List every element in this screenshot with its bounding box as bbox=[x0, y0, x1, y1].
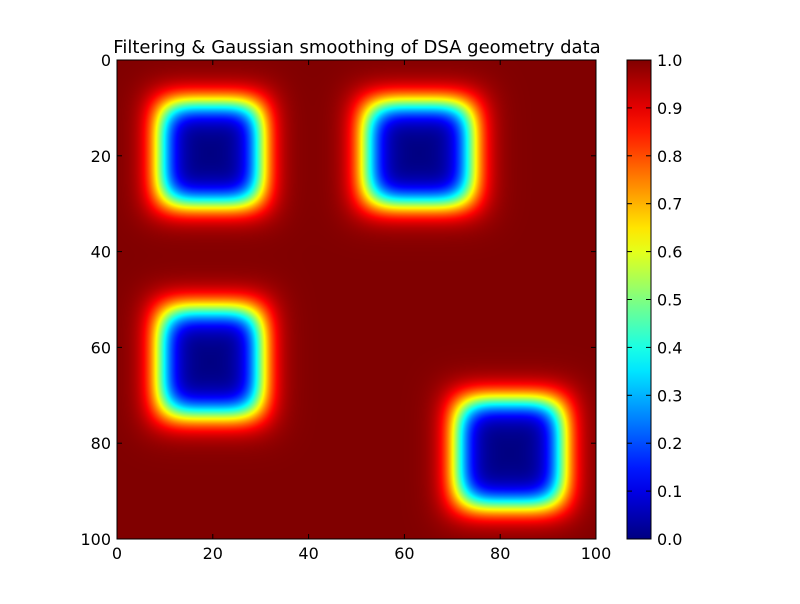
colorbar-tick-label: 0.7 bbox=[657, 195, 682, 214]
colorbar-tick-label: 0.8 bbox=[657, 147, 682, 166]
x-tick-label: 100 bbox=[581, 544, 612, 563]
y-tick-label: 40 bbox=[91, 243, 111, 262]
colorbar: 0.0 0.1 0.2 0.3 0.4 0.5 0.6 0.7 0.8 0.9 1.0 bbox=[626, 51, 682, 549]
colorbar-tick-label: 0.6 bbox=[657, 243, 682, 262]
heatmap-image bbox=[117, 60, 596, 539]
colorbar-tick-label: 0.4 bbox=[657, 338, 682, 357]
colorbar-tick-label: 0.9 bbox=[657, 99, 682, 118]
y-tick-label: 20 bbox=[91, 147, 111, 166]
heatmap-area bbox=[117, 60, 596, 539]
y-tick-label: 100 bbox=[80, 530, 111, 549]
y-tick-label: 0 bbox=[101, 51, 111, 70]
x-tick-label: 80 bbox=[490, 544, 510, 563]
y-axis: 0 20 40 60 80 100 bbox=[80, 51, 596, 549]
colorbar-tick-label: 0.1 bbox=[657, 482, 682, 501]
colorbar-tick-label: 0.5 bbox=[657, 291, 682, 310]
chart-title: Filtering & Gaussian smoothing of DSA ge… bbox=[113, 37, 600, 58]
x-tick-label: 60 bbox=[394, 544, 414, 563]
y-tick-label: 80 bbox=[91, 434, 111, 453]
y-tick-label: 60 bbox=[91, 338, 111, 357]
colorbar-tick-label: 0.2 bbox=[657, 434, 682, 453]
colorbar-tick-label: 0.3 bbox=[657, 386, 682, 405]
x-axis: 0 20 40 60 80 100 bbox=[112, 60, 611, 563]
colorbar-tick-label: 1.0 bbox=[657, 51, 682, 70]
x-tick-label: 0 bbox=[112, 544, 122, 563]
plot-frame bbox=[116, 59, 597, 540]
colorbar-tick-label: 0.0 bbox=[657, 530, 682, 549]
x-tick-label: 20 bbox=[203, 544, 223, 563]
x-tick-label: 40 bbox=[298, 544, 318, 563]
